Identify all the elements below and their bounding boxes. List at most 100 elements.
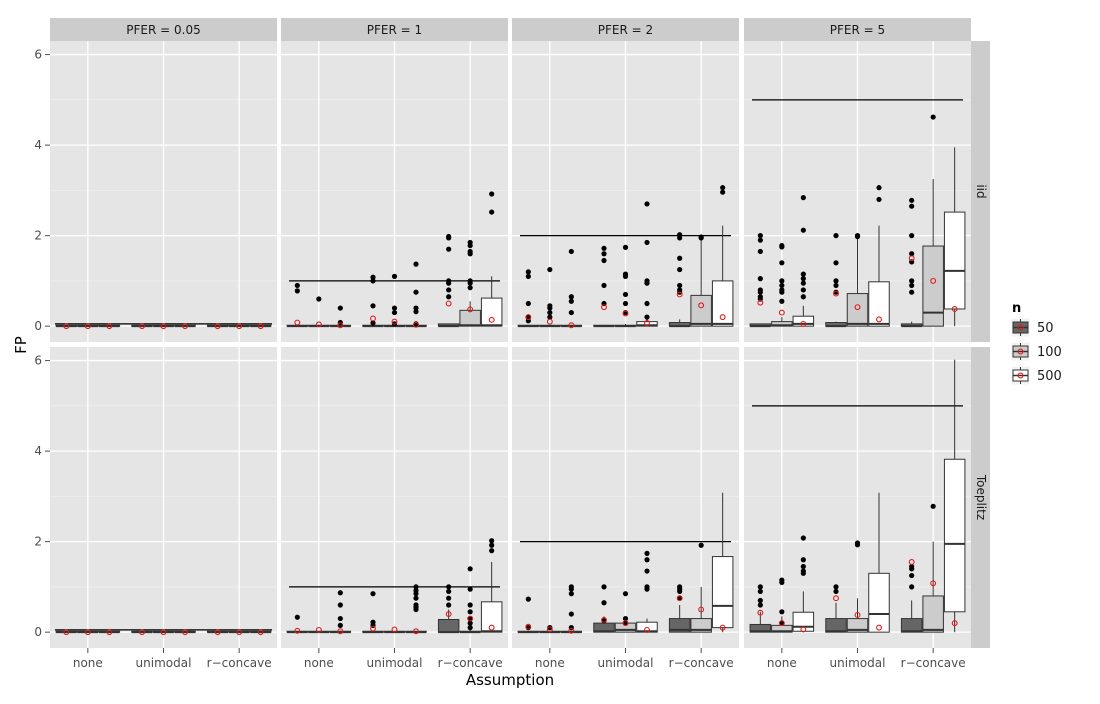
legend-key-mean: [1017, 348, 1024, 355]
outlier-point: [446, 287, 452, 293]
outlier-point: [698, 542, 704, 548]
outlier-point: [337, 590, 343, 596]
outlier-point: [644, 314, 650, 320]
outlier-point: [391, 273, 398, 279]
mean-marker: [257, 323, 264, 330]
facet-strip-row: [971, 41, 990, 342]
outlier-point: [601, 600, 607, 606]
y-tick-label: 6: [34, 354, 42, 368]
mean-marker: [778, 620, 785, 627]
box-body: [711, 556, 734, 629]
mean-marker: [601, 616, 607, 623]
outlier-point: [779, 289, 785, 295]
outlier-point: [779, 278, 785, 284]
outlier-point: [644, 586, 650, 592]
mean-marker: [622, 310, 629, 317]
outlier-point: [800, 563, 806, 570]
outlier-point: [370, 303, 376, 309]
outlier-point: [489, 191, 495, 197]
outlier-point: [446, 235, 452, 241]
outlier-point: [446, 602, 452, 608]
y-tick-label: 4: [34, 444, 42, 458]
outlier-point: [489, 209, 495, 215]
x-tick-label: unimodal: [598, 656, 654, 670]
outlier-point: [489, 538, 495, 544]
outlier-point: [467, 609, 473, 615]
outlier-point: [833, 278, 839, 284]
outlier-point: [467, 615, 473, 622]
outlier-point: [930, 114, 936, 120]
outlier-point: [337, 622, 343, 628]
outlier-point: [601, 251, 607, 257]
x-tick-label: r−concave: [207, 656, 272, 670]
outlier-point: [446, 280, 452, 286]
outlier-point: [909, 282, 915, 289]
outlier-point: [779, 579, 785, 585]
box-body: [922, 245, 944, 327]
mean-marker: [160, 323, 167, 330]
outlier-point: [446, 246, 452, 252]
y-tick-label: 0: [34, 319, 42, 333]
outlier-point: [644, 557, 650, 563]
outlier-point: [833, 282, 839, 289]
box-body: [480, 601, 503, 633]
outlier-point: [601, 257, 607, 264]
mean-marker: [698, 606, 705, 613]
outlier-point: [854, 233, 861, 240]
outlier-point: [547, 309, 553, 316]
outlier-point: [337, 615, 343, 622]
facet-strips: PFER = 0.05 PFER = 1 PFER = 2 PFER = 5 iid To…: [50, 18, 990, 648]
facet-strip-column: [281, 18, 508, 41]
outlier-point: [489, 542, 495, 548]
outlier-point: [391, 305, 398, 311]
box-body: [868, 281, 890, 327]
outlier-point: [930, 503, 936, 509]
mean-marker: [445, 611, 452, 618]
y-tick-label: 6: [34, 48, 42, 62]
outlier-point: [601, 584, 607, 590]
mean-marker: [930, 580, 937, 587]
outlier-point: [547, 625, 553, 631]
outlier-point: [622, 273, 629, 279]
outlier-point: [833, 233, 839, 239]
outlier-point: [779, 609, 785, 615]
outlier-point: [779, 282, 785, 289]
facet-strip-column: [744, 18, 971, 41]
outlier-point: [757, 597, 763, 604]
outlier-point: [720, 189, 726, 195]
mean-marker: [370, 315, 376, 322]
outlier-point: [370, 278, 376, 284]
outlier-point: [467, 242, 473, 249]
outlier-point: [644, 300, 650, 307]
outlier-point: [370, 591, 376, 597]
mean-marker: [568, 322, 575, 329]
x-tick-label: r−concave: [669, 656, 734, 670]
outlier-point: [337, 305, 343, 311]
facet-strip-label: Toeplitz: [974, 474, 988, 520]
mean-marker: [139, 323, 145, 330]
legend-title: n: [1012, 301, 1021, 316]
mean-marker: [236, 323, 243, 330]
mean-marker: [63, 629, 70, 636]
outlier-point: [644, 550, 650, 557]
outlier-point: [568, 591, 574, 597]
outlier-point: [644, 568, 650, 574]
mean-marker: [622, 620, 629, 627]
outlier-point: [446, 584, 452, 590]
outlier-point: [720, 185, 726, 191]
outlier-point: [568, 309, 574, 316]
box-body: [690, 618, 712, 633]
y-tick-label: 0: [34, 625, 42, 639]
outlier-point: [757, 602, 763, 608]
mean-marker: [525, 314, 532, 321]
outlier-point: [779, 244, 785, 250]
outlier-point: [833, 584, 839, 590]
mean-marker: [182, 323, 188, 330]
mean-marker: [84, 323, 91, 330]
outlier-point: [413, 591, 419, 597]
outlier-point: [909, 584, 915, 590]
outlier-point: [876, 196, 882, 203]
outlier-point: [370, 274, 376, 280]
outlier-point: [547, 314, 553, 320]
